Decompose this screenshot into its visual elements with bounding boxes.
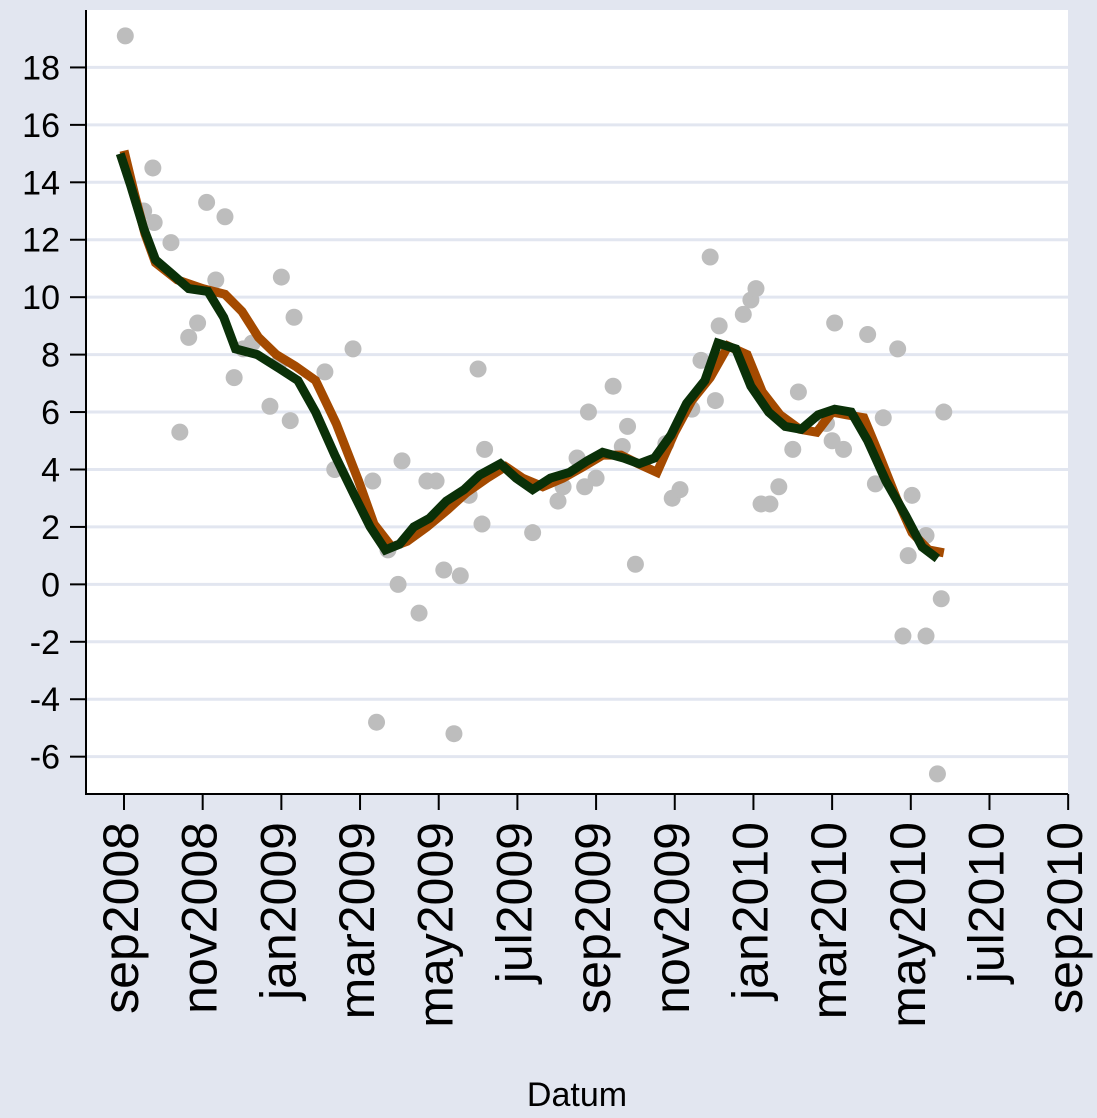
scatter-point [445,725,463,743]
scatter-point [451,567,469,585]
scatter-point [734,305,752,323]
scatter-point [473,515,491,533]
scatter-point [116,27,134,45]
x-axis-ticks: sep2008 nov2008 jan2009 mar2009 may2009 jul20… [93,794,1093,1028]
x-tick-label: mar2009 [329,822,385,1019]
scatter-point [835,440,853,458]
y-tick-label: 14 [22,164,60,202]
x-tick-label: sep2009 [565,822,621,1014]
scatter-point [701,248,719,266]
scatter-point [770,478,788,496]
y-tick-label: -4 [30,681,60,719]
axes [85,10,1068,795]
x-tick-label: jan2009 [250,822,306,1002]
x-tick-label: jul2009 [486,822,542,985]
scatter-point [579,403,597,421]
scatter-point [874,409,892,427]
x-tick-label: may2009 [408,822,464,1028]
scatter-point [316,363,334,381]
x-tick-label: mar2010 [801,822,857,1019]
y-axis-ticks: -6 -4 -2 0 2 4 6 8 10 12 14 16 18 [22,49,86,777]
series-line-2 [115,152,941,563]
scatter-point [894,627,912,645]
y-tick-label: 18 [22,49,60,87]
x-tick-label: jan2010 [722,822,778,1002]
plot-area [86,10,1068,794]
scatter-point [207,271,225,289]
scatter-point [859,326,877,344]
scatter-point [587,469,605,487]
scatter-point [410,604,428,622]
x-tick-label: sep2008 [93,822,149,1014]
series-lines [115,149,945,563]
scatter-point [389,575,407,593]
scatter-point [619,417,637,435]
scatter-point [162,234,180,252]
y-tick-label: 10 [22,279,60,317]
scatter-point [935,403,953,421]
scatter-point [710,317,728,335]
scatter-point [789,383,807,401]
scatter-point [469,360,487,378]
x-tick-label: nov2008 [172,822,228,1014]
scatter-point [145,214,163,232]
scatter-point [692,351,710,369]
scatter-point [706,392,724,410]
scatter-point [747,280,765,298]
x-tick-label: jul2010 [958,822,1014,985]
scatter-point [476,440,494,458]
x-tick-label: nov2009 [644,822,700,1014]
scatter-point [761,495,779,513]
y-tick-label: 0 [41,566,60,604]
scatter-point [932,590,950,608]
y-tick-label: 6 [41,394,60,432]
scatter-point [928,765,946,783]
x-tick-label: may2010 [880,822,936,1028]
scatter-point [549,492,567,510]
scatter-point [368,713,386,731]
x-tick-label: sep2010 [1037,822,1093,1014]
scatter-point [364,472,382,490]
scatter-point [866,475,884,493]
scatter-point [435,561,453,579]
scatter-point [671,481,689,499]
scatter-point [524,524,542,542]
scatter-point [344,340,362,358]
y-tick-label: 12 [22,222,60,260]
scatter-point [826,314,844,332]
scatter-point [903,486,921,504]
scatter-point [604,377,622,395]
x-axis-title: Datum [527,1076,627,1113]
scatter-point [393,452,411,470]
y-tick-label: 16 [22,107,60,145]
scatter-point [889,340,907,358]
scatter-point [285,308,303,326]
scatter-point [216,208,234,226]
scatter-point [225,369,243,387]
scatter-point [784,440,802,458]
y-tick-label: 2 [41,509,60,547]
scatter-point [180,328,198,346]
scatter-point [427,472,445,490]
scatter-point [261,397,279,415]
y-tick-label: 8 [41,337,60,375]
scatter-point [281,412,299,430]
y-tick-label: -6 [30,739,60,777]
y-tick-label: 4 [41,451,60,489]
scatter-point [899,547,917,565]
y-tick-label: -2 [30,624,60,662]
scatter-point [171,423,189,441]
scatter-point [917,627,935,645]
scatter-point [272,268,290,286]
scatter-point [626,555,644,573]
scatter-point [189,314,207,332]
scatter-point [144,159,162,177]
scatter-point [198,193,216,211]
